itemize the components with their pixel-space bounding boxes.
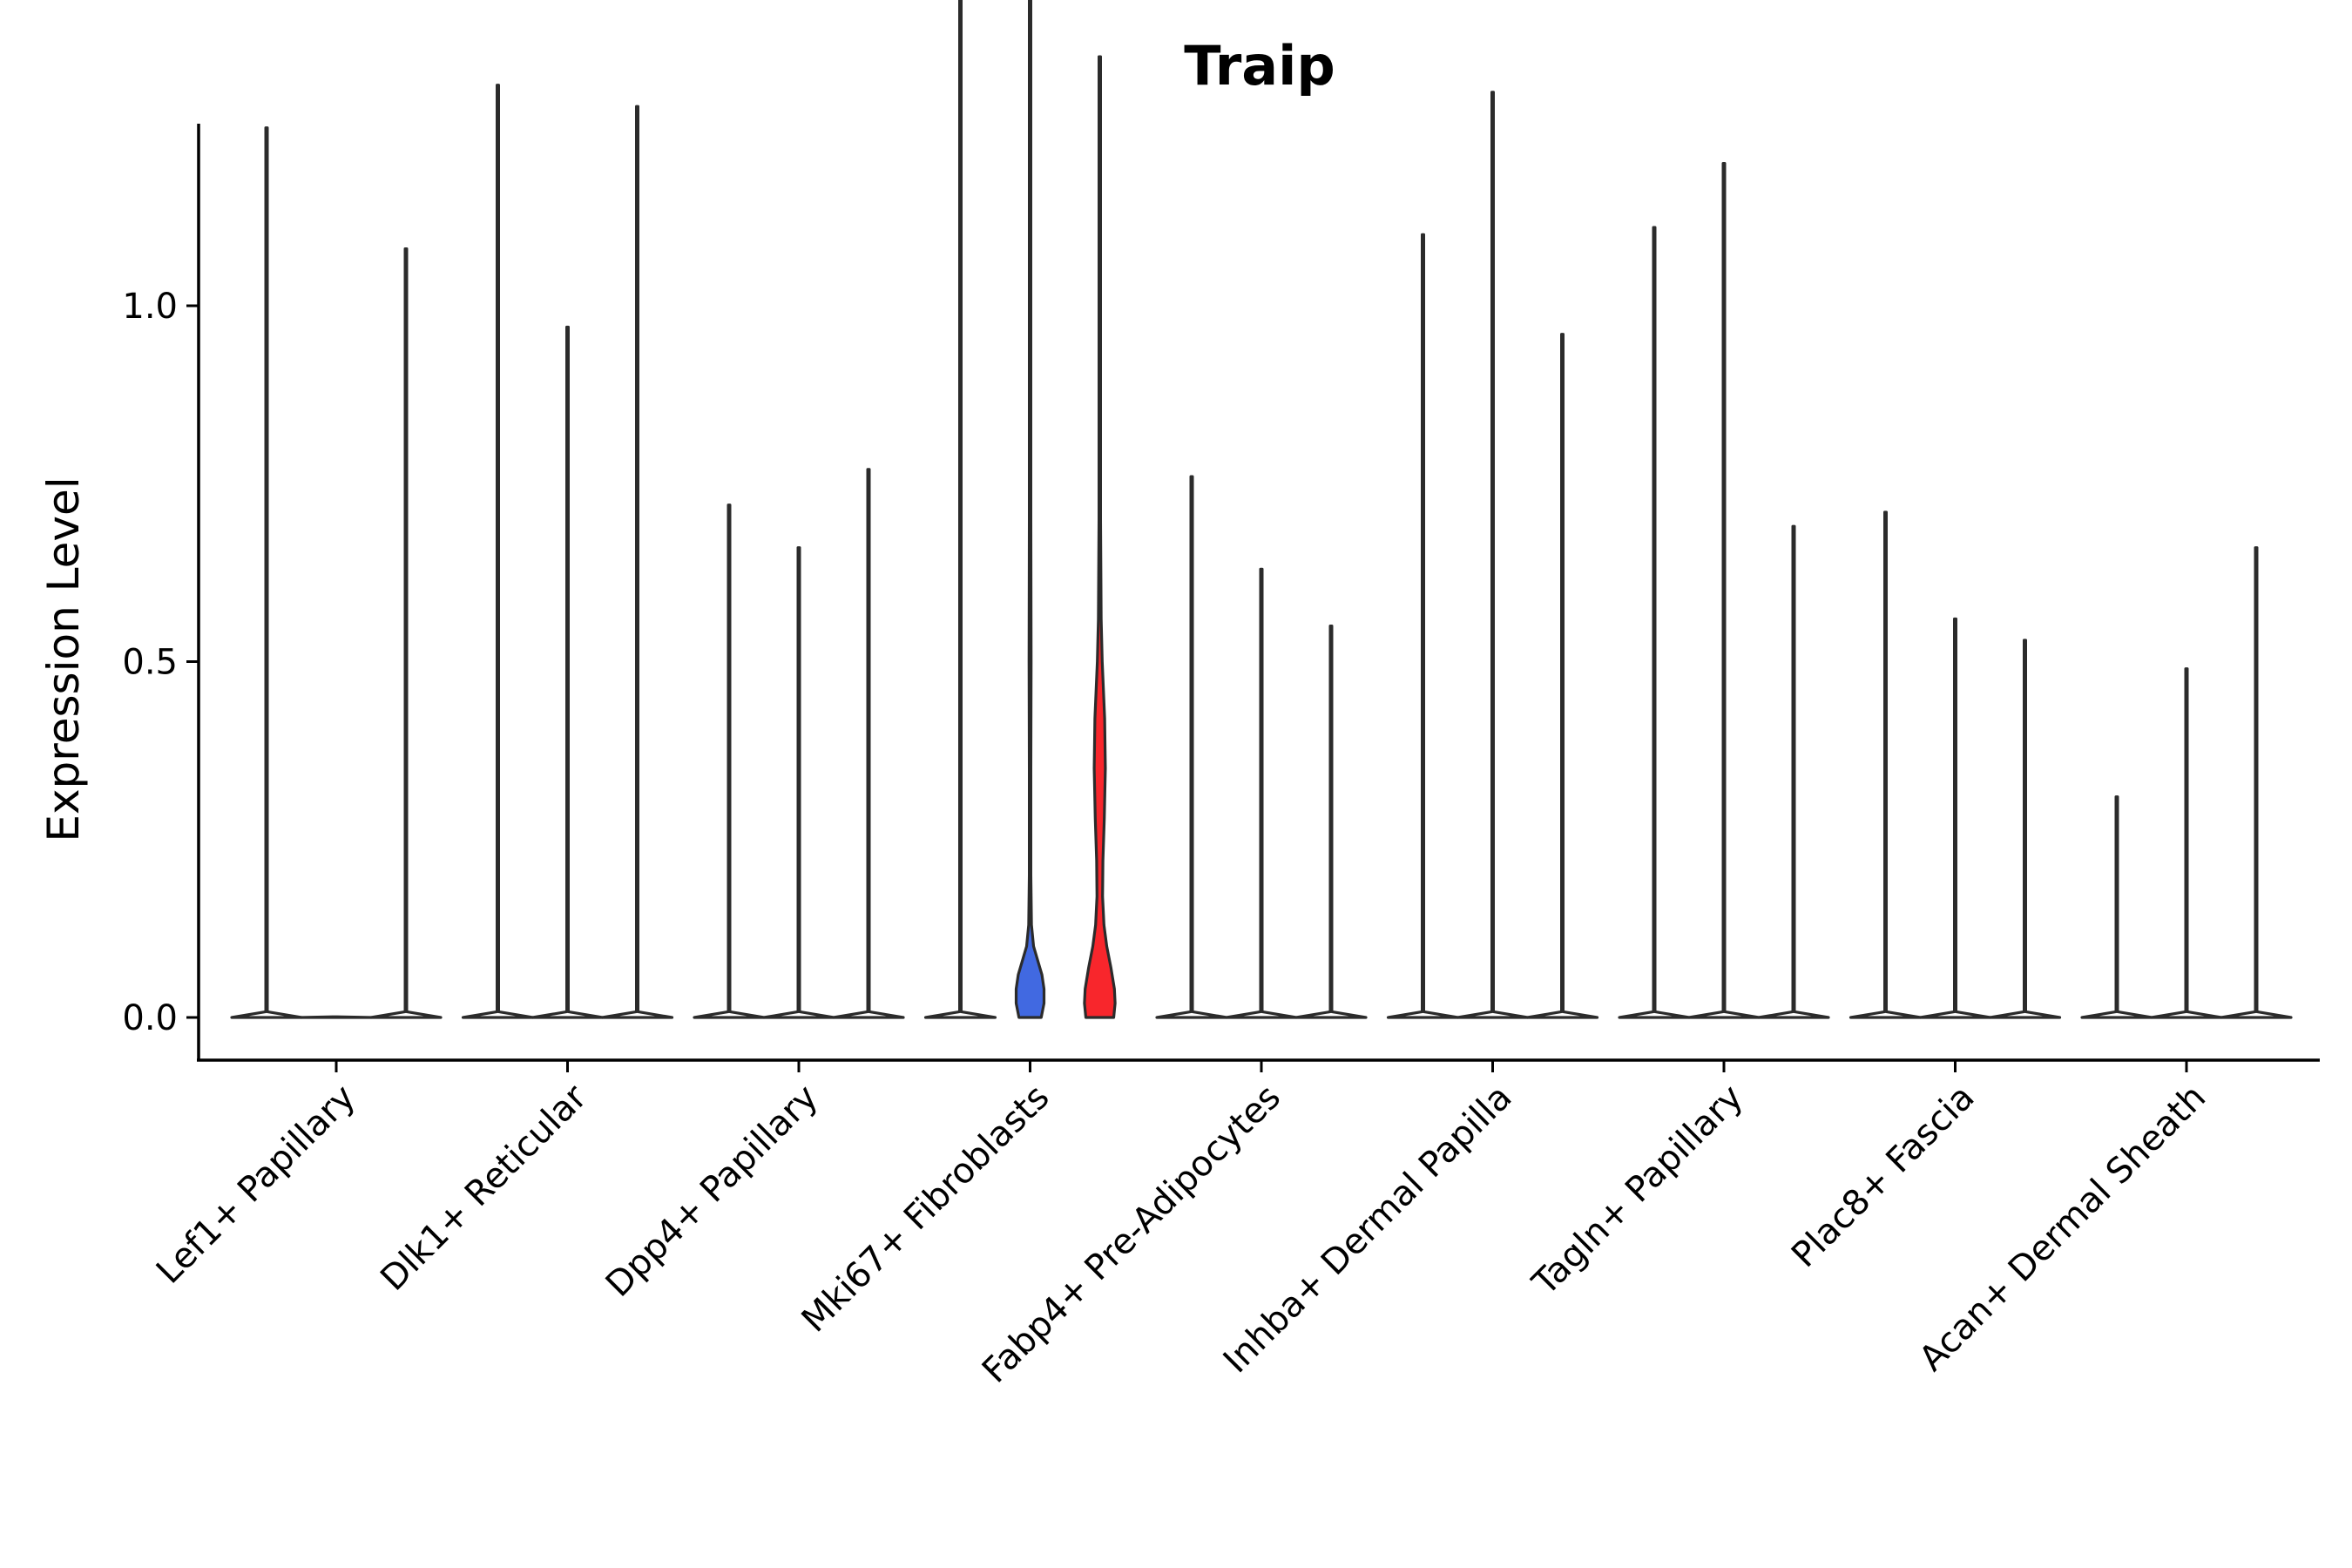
violin-mki67-fibroblasts-sample-3 <box>1083 55 1117 1019</box>
violin-plac8-fascia-sample-1 <box>1848 510 1923 1019</box>
y-tick-label: 1.0 <box>122 287 178 327</box>
violin-inhba-dermal-papilla-sample-1 <box>1386 233 1460 1019</box>
violin-mki67-fibroblasts-sample-1 <box>923 0 997 1019</box>
violin-tagln-papillary-sample-1 <box>1618 226 1691 1019</box>
x-tick-label: Dpp4+ Papillary <box>598 1078 826 1305</box>
violin-dlk1-reticular-sample-1 <box>461 84 535 1019</box>
x-tick-label: Lef1+ Papillary <box>149 1078 363 1292</box>
violin-acan-dermal-sheath-sample-1 <box>2080 795 2153 1019</box>
violin-fabp4-pre-adipocytes-sample-1 <box>1155 475 1228 1019</box>
x-tick-label: Dlk1+ Reticular <box>373 1077 595 1299</box>
violin-dpp4-papillary-sample-2 <box>762 546 835 1019</box>
violin-mki67-fibroblasts-sample-2 <box>1014 0 1046 1019</box>
y-tick-label: 0.5 <box>122 643 178 683</box>
violin-dlk1-reticular-sample-2 <box>531 325 605 1019</box>
violin-inhba-dermal-papilla-sample-2 <box>1456 91 1530 1019</box>
x-tick-label: Tagln+ Papillary <box>1524 1078 1751 1304</box>
violin-dpp4-papillary-sample-1 <box>693 504 766 1019</box>
violin-plac8-fascia-sample-2 <box>1918 617 1992 1019</box>
x-axis-ticks: Lef1+ Papillary Dlk1+ Reticular Dpp4+ Papi… <box>149 1060 2213 1391</box>
violin-dlk1-reticular-sample-3 <box>600 105 674 1019</box>
violin-plac8-fascia-sample-3 <box>1988 639 2062 1019</box>
violin-fabp4-pre-adipocytes-sample-3 <box>1294 625 1368 1019</box>
y-tick-label: 0.0 <box>122 998 178 1038</box>
violin-fabp4-pre-adipocytes-sample-2 <box>1225 567 1298 1019</box>
violins-layer <box>230 0 2293 1019</box>
violin-tagln-papillary-sample-3 <box>1757 524 1830 1019</box>
y-axis-label: Expression Level <box>38 476 89 841</box>
x-tick-label: Plac8+ Fascia <box>1784 1078 1983 1276</box>
x-tick-label: Mki67+ Fibroblasts <box>794 1078 1058 1341</box>
violin-acan-dermal-sheath-sample-2 <box>2150 667 2223 1019</box>
violin-lef1-papillary-sample-3 <box>369 247 443 1019</box>
violin-dpp4-papillary-sample-3 <box>832 468 905 1019</box>
violin-acan-dermal-sheath-sample-3 <box>2220 546 2293 1019</box>
violin-tagln-papillary-sample-2 <box>1687 162 1761 1019</box>
violin-inhba-dermal-papilla-sample-3 <box>1525 333 1599 1019</box>
violin-lef1-papillary-sample-1 <box>230 126 303 1019</box>
chart-title: Traip <box>1184 34 1335 98</box>
y-axis-ticks: 0.00.51.01.5 <box>122 287 199 1038</box>
